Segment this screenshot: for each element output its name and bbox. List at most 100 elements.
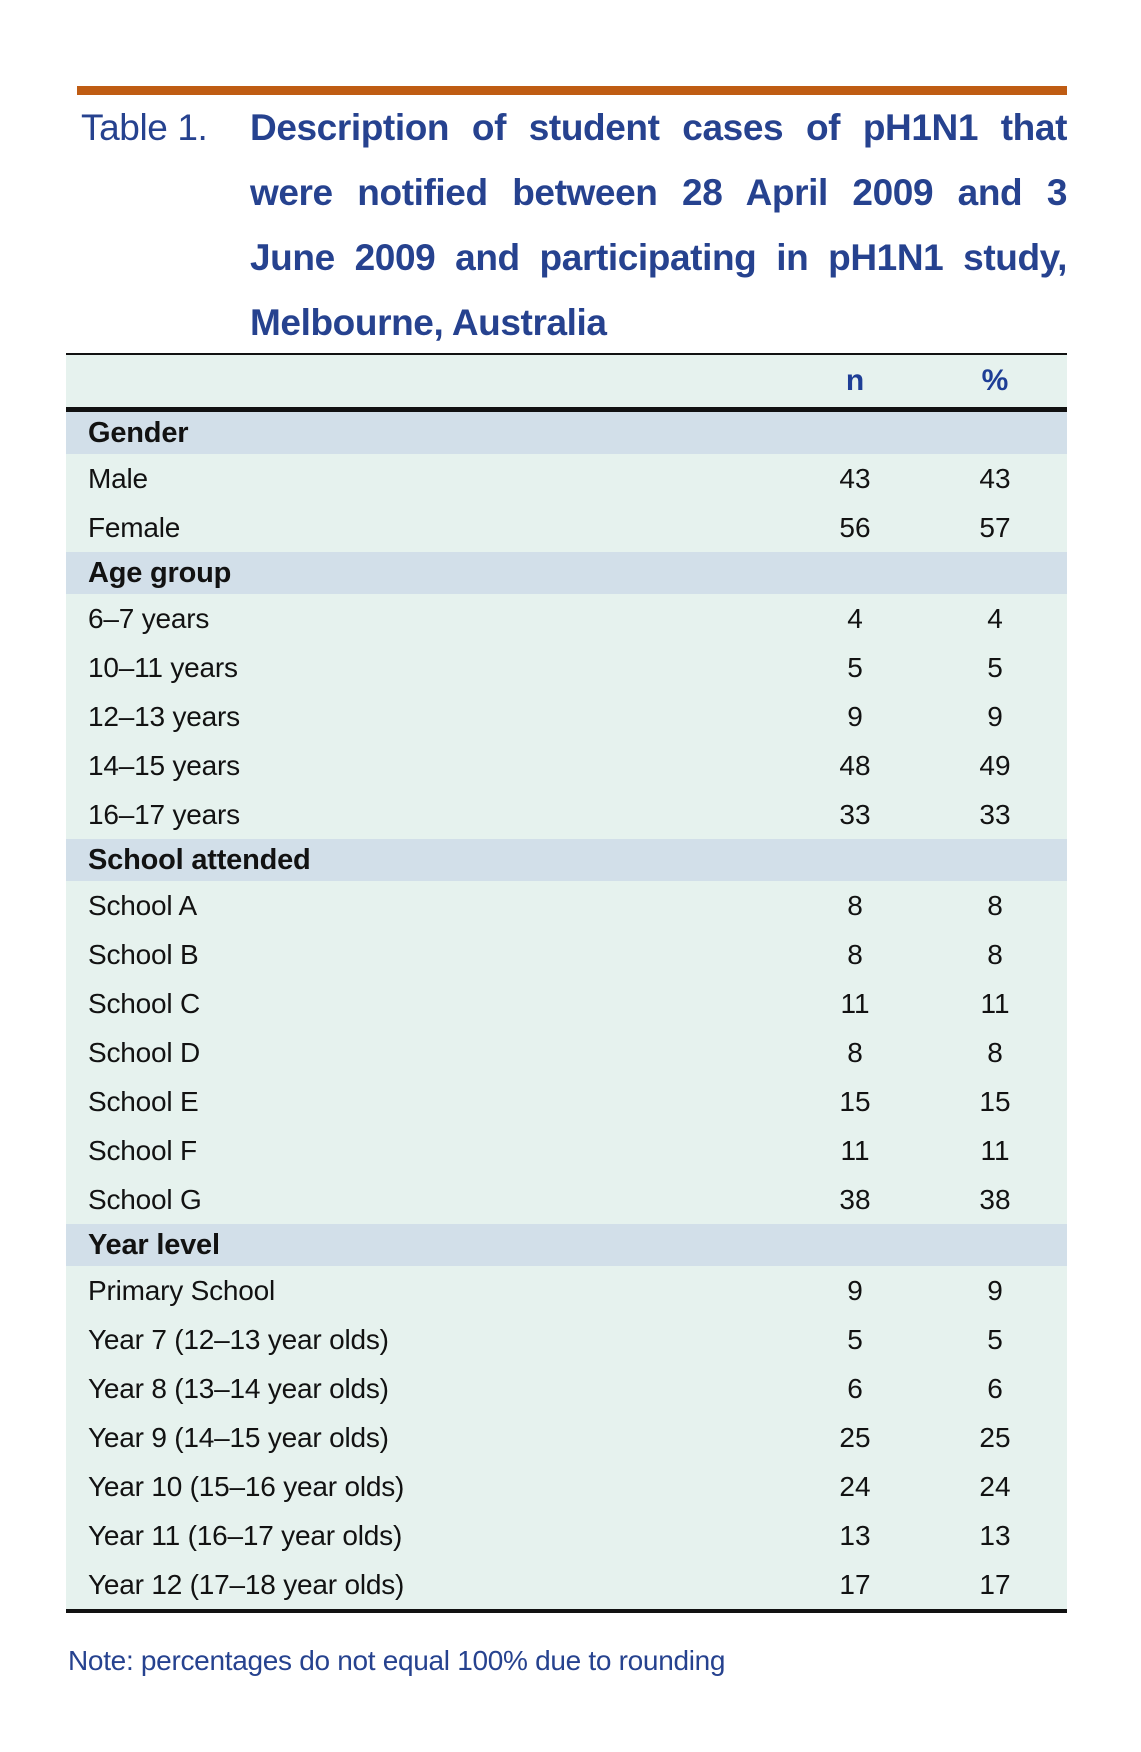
cell-n: 13 [839, 1519, 871, 1551]
row-label: 10–11 years [88, 651, 238, 683]
section-header-label: School attended [88, 843, 311, 876]
table-row: Year 8 (13–14 year olds) 6 6 [66, 1364, 1067, 1413]
cell-percent: 49 [979, 749, 1011, 781]
table-row: Year 10 (15–16 year olds) 24 24 [66, 1462, 1067, 1511]
table-footnote: Note: percentages do not equal 100% due … [68, 1645, 726, 1676]
cell-n: 4 [847, 602, 863, 634]
caption-line: were notified between 28 April 2009 and … [250, 172, 1067, 213]
row-label: Year 7 (12–13 year olds) [88, 1323, 389, 1355]
row-label: Male [88, 462, 148, 494]
cell-percent: 9 [987, 1274, 1003, 1306]
row-label: Primary School [88, 1274, 276, 1306]
column-header-percent: % [981, 364, 1009, 397]
caption-line: June 2009 and participating in pH1N1 stu… [250, 237, 1067, 278]
cell-n: 24 [839, 1470, 871, 1502]
cell-percent: 9 [987, 700, 1003, 732]
table-row: Year 11 (16–17 year olds) 13 13 [66, 1511, 1067, 1560]
cell-percent: 5 [987, 651, 1003, 683]
table-row: Year 12 (17–18 year olds) 17 17 [66, 1560, 1067, 1609]
cell-n: 8 [847, 1036, 863, 1068]
row-label: Female [88, 511, 181, 543]
cell-percent: 57 [979, 511, 1011, 543]
table-row: 14–15 years 48 49 [66, 741, 1067, 790]
cell-percent: 15 [979, 1085, 1011, 1117]
table-row: School E 15 15 [66, 1077, 1067, 1126]
cell-n: 33 [839, 798, 871, 830]
column-header-n: n [845, 364, 865, 397]
table-row: 12–13 years 9 9 [66, 692, 1067, 741]
row-label: Year 9 (14–15 year olds) [88, 1421, 389, 1453]
cell-n: 25 [839, 1421, 871, 1453]
cell-percent: 11 [980, 987, 1010, 1019]
cell-n: 56 [839, 511, 871, 543]
cell-n: 9 [847, 700, 863, 732]
cell-n: 15 [839, 1085, 871, 1117]
row-label: 12–13 years [88, 700, 240, 732]
table-row: 10–11 years 5 5 [66, 643, 1067, 692]
cell-n: 8 [847, 938, 863, 970]
section-header-label: Gender [88, 416, 189, 449]
cell-percent: 11 [980, 1134, 1010, 1166]
cell-n: 48 [839, 749, 871, 781]
cell-n: 43 [839, 462, 871, 494]
row-label: School F [88, 1134, 197, 1166]
table-row: School B 8 8 [66, 930, 1067, 979]
section-header-row: Gender [66, 412, 1067, 454]
cell-n: 11 [840, 1134, 870, 1166]
table-row: Primary School 9 9 [66, 1266, 1067, 1315]
cell-n: 8 [847, 889, 863, 921]
table-row: School F 11 11 [66, 1126, 1067, 1175]
table-number-label: Table 1. [81, 107, 208, 148]
row-label: 6–7 years [88, 602, 210, 634]
caption-line: Description of student cases of pH1N1 th… [250, 107, 1067, 148]
row-label: Year 8 (13–14 year olds) [88, 1372, 389, 1404]
table-row: 6–7 years 4 4 [66, 594, 1067, 643]
row-label: Year 10 (15–16 year olds) [88, 1470, 405, 1502]
cell-percent: 8 [987, 1036, 1003, 1068]
cell-n: 11 [840, 987, 870, 1019]
table-row: Female 56 57 [66, 503, 1067, 552]
table-row: 16–17 years 33 33 [66, 790, 1067, 839]
cell-n: 5 [847, 651, 863, 683]
table-row: School G 38 38 [66, 1175, 1067, 1224]
cell-percent: 6 [987, 1372, 1003, 1404]
section-header-label: Age group [88, 556, 232, 589]
row-label: School B [88, 938, 199, 970]
row-label: Year 11 (16–17 year olds) [88, 1519, 403, 1551]
table-row: School A 8 8 [66, 881, 1067, 930]
cell-percent: 17 [979, 1568, 1011, 1600]
table-body: Gender Male 43 43 Female 56 57 Age group 6–7 yea… [66, 412, 1067, 1609]
table-row: School C 11 11 [66, 979, 1067, 1028]
row-label: 16–17 years [88, 798, 240, 830]
row-label: School G [88, 1183, 202, 1215]
cell-percent: 33 [979, 798, 1011, 830]
data-table: n % Gender Male 43 43 Female 56 57 Age group 6–7… [66, 353, 1067, 1613]
row-label: School D [88, 1036, 201, 1068]
cell-n: 5 [847, 1323, 863, 1355]
cell-n: 6 [847, 1372, 863, 1404]
row-label: School A [88, 889, 197, 921]
cell-percent: 5 [987, 1323, 1003, 1355]
table-caption: Description of student cases of pH1N1 th… [250, 95, 1067, 355]
row-label: 14–15 years [88, 749, 240, 781]
row-label: School C [88, 987, 201, 1019]
caption-line: Melbourne, Australia [250, 302, 607, 343]
cell-percent: 4 [987, 602, 1003, 634]
cell-n: 9 [847, 1274, 863, 1306]
cell-n: 17 [839, 1568, 871, 1600]
table-row: School D 8 8 [66, 1028, 1067, 1077]
cell-percent: 24 [979, 1470, 1011, 1502]
table-header-row: n % [66, 355, 1067, 412]
cell-n: 38 [839, 1183, 871, 1215]
cell-percent: 25 [979, 1421, 1011, 1453]
section-header-row: Age group [66, 552, 1067, 594]
table-row: Male 43 43 [66, 454, 1067, 503]
cell-percent: 13 [979, 1519, 1011, 1551]
row-label: School E [88, 1085, 199, 1117]
row-label: Year 12 (17–18 year olds) [88, 1568, 405, 1600]
cell-percent: 38 [979, 1183, 1011, 1215]
cell-percent: 8 [987, 938, 1003, 970]
table-row: Year 7 (12–13 year olds) 5 5 [66, 1315, 1067, 1364]
section-header-row: School attended [66, 839, 1067, 881]
